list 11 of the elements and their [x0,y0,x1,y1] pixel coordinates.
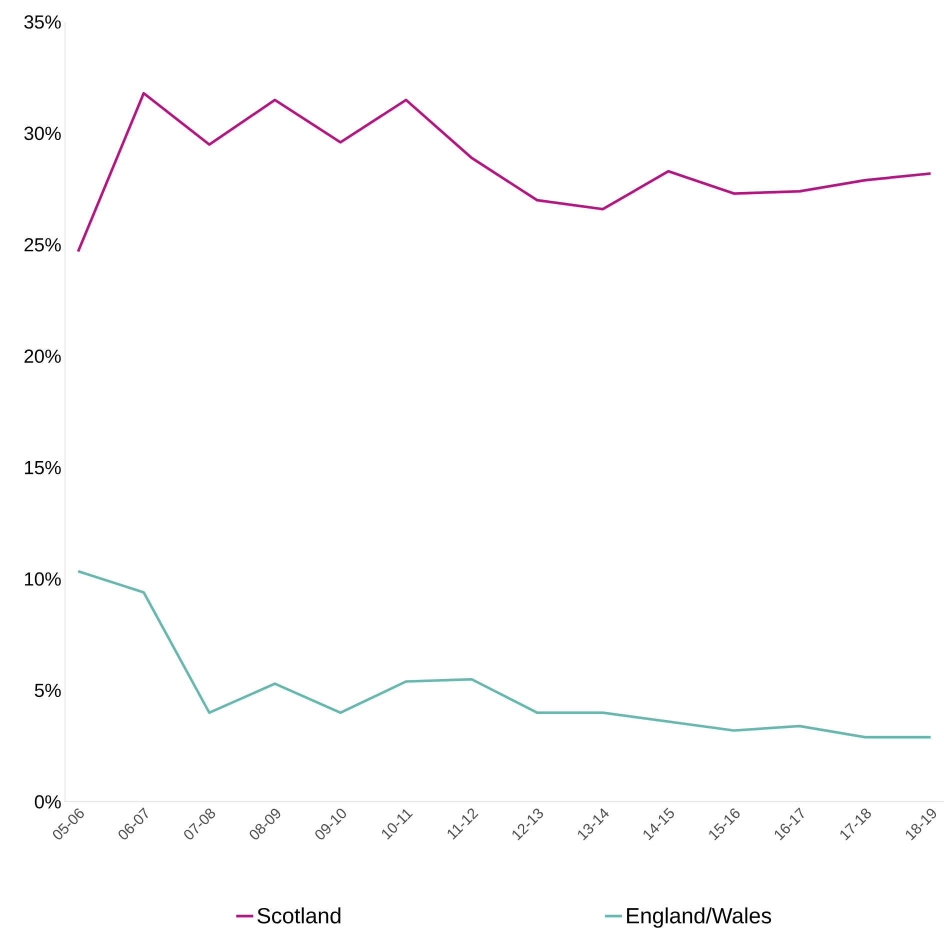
y-tick-label: 15% [25,461,61,474]
y-tick-label: 35% [24,15,61,29]
line-series [76,92,932,253]
y-tick-label: 5% [34,684,61,698]
legend-label: England/Wales [627,907,772,928]
y-tick-label: 0% [34,795,61,809]
legend-label: Scotland [258,907,340,924]
y-tick-label: 25% [24,238,61,252]
y-tick-label: 30% [24,126,61,140]
y-tick-label: 20% [24,350,61,364]
y-tick-label: 10% [25,572,61,586]
